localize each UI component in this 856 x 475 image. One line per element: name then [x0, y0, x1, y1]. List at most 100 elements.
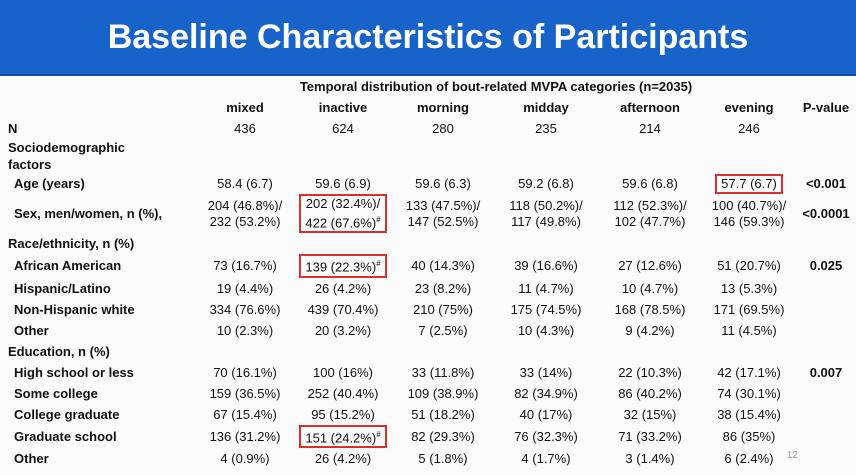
cell: 26 (4.2%) — [314, 280, 372, 296]
cell: 6 (2.4%) — [724, 450, 774, 466]
p-value: 0.025 — [809, 258, 843, 274]
empty-cell — [702, 233, 796, 254]
highlight-box: 202 (32.4%)/422 (67.6%)# — [299, 194, 387, 234]
row-label: Non-Hispanic white — [14, 301, 135, 317]
cell: 436 — [234, 121, 256, 136]
cell: 67 (15.4%) — [213, 406, 277, 422]
column-header: inactive — [318, 100, 368, 115]
column-header: evening — [724, 100, 774, 115]
empty-cell — [796, 139, 856, 173]
cell: 22 (10.3%) — [618, 364, 682, 380]
empty-cell — [796, 404, 856, 425]
cell-line: 147 (52.5%) — [392, 214, 494, 230]
empty-cell — [796, 383, 856, 404]
empty-cell — [796, 233, 856, 254]
empty-cell — [196, 233, 294, 254]
cell-text: 204 (46.8%)/ — [207, 197, 283, 213]
cell: 136 (31.2%) — [209, 428, 281, 444]
empty-cell — [796, 320, 856, 341]
table-row: High school or less 70 (16.1%) 100 (16%) 33… — [0, 362, 856, 383]
empty-cell — [494, 139, 598, 173]
table-caption: Temporal distribution of bout-related MV… — [299, 79, 693, 94]
row-label: College graduate — [14, 406, 120, 422]
table-row: Hispanic/Latino 19 (4.4%) 26 (4.2%) 23 (8.2… — [0, 278, 856, 299]
highlight-box: 139 (22.3%)# — [299, 254, 387, 278]
cell: 171 (69.5%) — [713, 301, 785, 317]
cell: 51 (20.7%) — [717, 258, 781, 274]
cell: 40 (17%) — [519, 406, 573, 422]
table-row: Other 10 (2.3%) 20 (3.2%) 7 (2.5%) 10 (4.3%)… — [0, 320, 856, 341]
cell: 139 (22.3%)# — [294, 254, 392, 278]
cell-text: 232 (53.2%) — [209, 213, 281, 229]
cell: 4 (0.9%) — [220, 450, 270, 466]
cell-text: 100 (40.7%)/ — [711, 197, 787, 213]
cell-line: 100 (40.7%)/ — [702, 198, 796, 214]
cell: 95 (15.2%) — [311, 406, 375, 422]
empty-cell — [494, 341, 598, 362]
row-label: Age (years) — [14, 176, 85, 191]
cell: 13 (5.3%) — [720, 280, 778, 296]
cell: 109 (38.9%) — [407, 385, 479, 401]
cell: 334 (76.6%) — [209, 301, 281, 317]
empty-cell — [196, 341, 294, 362]
cell: 76 (32.3%) — [514, 428, 578, 444]
cell: 27 (12.6%) — [618, 258, 682, 274]
cell-text: 102 (47.7%) — [614, 213, 686, 229]
section-cell: Education, n (%) — [0, 341, 196, 362]
cell: 624 — [332, 121, 354, 136]
cell: 19 (4.4%) — [216, 280, 274, 296]
cell-text: 146 (59.3%) — [713, 213, 785, 229]
empty-cell — [392, 233, 494, 254]
cell-line: 133 (47.5%)/ — [392, 198, 494, 214]
section-cell: Sociodemographic factors — [0, 139, 196, 173]
empty-cell — [702, 139, 796, 173]
section-label: Race/ethnicity, n (%) — [8, 236, 135, 252]
cell-text: 133 (47.5%)/ — [405, 197, 481, 213]
cell: 58.4 (6.7) — [217, 176, 273, 191]
empty-cell — [702, 341, 796, 362]
cell-line: 422 (67.6%)# — [305, 212, 380, 231]
cell: 82 (34.9%) — [514, 385, 578, 401]
cell: 252 (40.4%) — [307, 385, 379, 401]
cell: 33 (11.8%) — [411, 364, 475, 380]
empty-cell — [796, 425, 856, 448]
section-label: Education, n (%) — [8, 343, 110, 359]
cell: 57.7 (6.7) — [702, 173, 796, 194]
column-header: midday — [523, 100, 569, 115]
cell: 23 (8.2%) — [414, 280, 472, 296]
cell: 9 (4.2%) — [625, 322, 675, 338]
slide-title: Baseline Characteristics of Participants — [0, 0, 856, 76]
cell-line: 102 (47.7%) — [598, 214, 702, 230]
cell: 10 (2.3%) — [216, 322, 274, 338]
header-row: mixed inactive morning midday afternoon eveni… — [0, 97, 856, 118]
row-label: High school or less — [14, 364, 134, 380]
section-label: Sociodemographic factors — [8, 140, 126, 172]
empty-cell — [0, 76, 196, 97]
caption-row: Temporal distribution of bout-related MV… — [0, 76, 856, 97]
cell: 59.6 (6.3) — [415, 176, 471, 191]
cell-content: 100 (40.7%)/146 (59.3%) — [702, 198, 796, 230]
cell-text: 151 (24.2%) — [305, 429, 377, 445]
cell: 10 (4.3%) — [517, 322, 575, 338]
empty-cell — [598, 139, 702, 173]
table-body: Temporal distribution of bout-related MV… — [0, 76, 856, 469]
row-label: N — [8, 121, 18, 136]
cell: 133 (47.5%)/147 (52.5%) — [392, 194, 494, 233]
footnote-mark: # — [376, 429, 381, 439]
cell: 5 (1.8%) — [418, 450, 468, 466]
empty-cell — [494, 233, 598, 254]
cell-text: 147 (52.5%) — [407, 213, 479, 229]
page-number: 12 — [786, 450, 798, 461]
column-header: afternoon — [620, 100, 680, 115]
footnote-mark: # — [376, 215, 381, 224]
cell: 202 (32.4%)/422 (67.6%)# — [294, 194, 392, 234]
section-cell: Race/ethnicity, n (%) — [0, 233, 196, 254]
cell: 3 (1.4%) — [625, 450, 675, 466]
cell: 74 (30.1%) — [717, 385, 781, 401]
cell-content: 118 (50.2%)/117 (49.8%) — [494, 198, 598, 230]
cell: 100 (40.7%)/146 (59.3%) — [702, 194, 796, 233]
cell: 118 (50.2%)/117 (49.8%) — [494, 194, 598, 233]
cell-line: 117 (49.8%) — [494, 214, 598, 230]
highlight-box: 151 (24.2%)# — [299, 424, 387, 448]
cell-line: 204 (46.8%)/ — [196, 198, 294, 214]
